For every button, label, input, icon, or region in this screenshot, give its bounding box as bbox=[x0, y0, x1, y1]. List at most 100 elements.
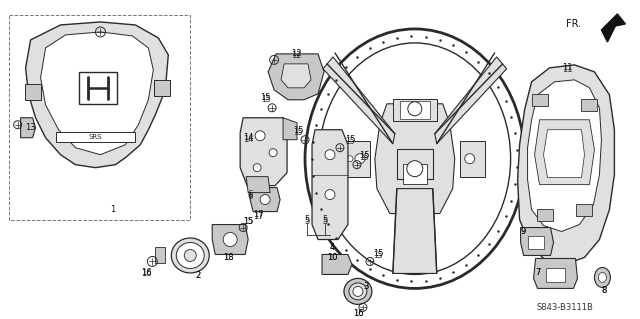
Text: 16: 16 bbox=[353, 309, 364, 318]
Ellipse shape bbox=[325, 150, 335, 160]
Ellipse shape bbox=[407, 161, 423, 177]
Text: 18: 18 bbox=[223, 253, 234, 262]
Text: 15: 15 bbox=[358, 151, 369, 160]
Polygon shape bbox=[534, 120, 595, 185]
Ellipse shape bbox=[408, 102, 422, 116]
Polygon shape bbox=[602, 14, 625, 42]
Text: 15: 15 bbox=[292, 126, 303, 135]
Text: 17: 17 bbox=[253, 212, 264, 221]
Polygon shape bbox=[602, 14, 625, 42]
Text: 14: 14 bbox=[243, 133, 253, 142]
Polygon shape bbox=[577, 204, 593, 216]
Ellipse shape bbox=[176, 242, 204, 269]
Text: 3: 3 bbox=[364, 282, 369, 291]
Polygon shape bbox=[250, 188, 280, 211]
Ellipse shape bbox=[355, 154, 365, 164]
Polygon shape bbox=[435, 57, 507, 144]
Text: 4: 4 bbox=[330, 243, 335, 252]
Text: 15: 15 bbox=[260, 93, 270, 102]
Polygon shape bbox=[393, 189, 436, 273]
Polygon shape bbox=[212, 225, 248, 255]
Bar bbox=[545, 269, 566, 282]
Text: 18: 18 bbox=[223, 253, 234, 262]
Text: 5: 5 bbox=[323, 215, 328, 224]
Text: 17: 17 bbox=[253, 210, 264, 219]
Polygon shape bbox=[322, 255, 352, 274]
Polygon shape bbox=[536, 209, 552, 220]
Polygon shape bbox=[240, 118, 287, 186]
Text: 7: 7 bbox=[535, 268, 540, 277]
Text: 15: 15 bbox=[372, 249, 383, 258]
Polygon shape bbox=[283, 118, 297, 140]
Ellipse shape bbox=[344, 278, 372, 304]
Text: 6: 6 bbox=[248, 192, 253, 201]
Text: 15: 15 bbox=[373, 251, 383, 260]
Polygon shape bbox=[20, 118, 36, 138]
Polygon shape bbox=[527, 80, 602, 232]
Text: 11: 11 bbox=[563, 63, 573, 72]
Text: 7: 7 bbox=[535, 268, 540, 277]
Text: 1: 1 bbox=[110, 205, 115, 214]
Text: 15: 15 bbox=[345, 135, 355, 144]
Text: 2: 2 bbox=[196, 271, 201, 280]
Polygon shape bbox=[532, 94, 548, 106]
Ellipse shape bbox=[260, 195, 270, 204]
Text: 5: 5 bbox=[305, 217, 310, 226]
Polygon shape bbox=[154, 80, 170, 96]
Polygon shape bbox=[281, 64, 311, 88]
Text: SRS: SRS bbox=[89, 134, 102, 140]
Polygon shape bbox=[156, 248, 165, 263]
Ellipse shape bbox=[598, 272, 607, 282]
Bar bbox=[79, 72, 117, 104]
Polygon shape bbox=[40, 32, 154, 155]
Text: 15: 15 bbox=[293, 128, 303, 137]
Text: 15: 15 bbox=[243, 217, 253, 226]
Ellipse shape bbox=[465, 154, 475, 164]
Polygon shape bbox=[543, 130, 584, 178]
Text: 15: 15 bbox=[243, 217, 253, 226]
Polygon shape bbox=[246, 177, 270, 193]
Text: 12: 12 bbox=[291, 49, 301, 58]
Text: 9: 9 bbox=[521, 227, 526, 236]
Text: 5: 5 bbox=[323, 217, 328, 226]
Text: 8: 8 bbox=[602, 286, 607, 295]
Text: S843-B3111B: S843-B3111B bbox=[536, 303, 593, 312]
Text: 6: 6 bbox=[248, 190, 253, 199]
Bar bbox=[56, 132, 136, 142]
Bar bbox=[403, 164, 427, 184]
Text: 2: 2 bbox=[196, 271, 201, 280]
Text: 16: 16 bbox=[141, 268, 152, 277]
Ellipse shape bbox=[269, 149, 277, 157]
Text: 10: 10 bbox=[327, 253, 337, 262]
Ellipse shape bbox=[347, 156, 353, 162]
Ellipse shape bbox=[595, 267, 611, 287]
Text: 13: 13 bbox=[25, 123, 36, 132]
Polygon shape bbox=[520, 227, 554, 256]
Ellipse shape bbox=[223, 233, 237, 247]
Ellipse shape bbox=[349, 283, 367, 300]
Text: 8: 8 bbox=[602, 286, 607, 295]
Text: 14: 14 bbox=[243, 135, 253, 144]
Polygon shape bbox=[312, 130, 348, 240]
Bar bbox=[393, 99, 436, 121]
Text: 15: 15 bbox=[345, 137, 355, 146]
Text: 3: 3 bbox=[364, 282, 369, 291]
Ellipse shape bbox=[253, 164, 261, 172]
Bar bbox=[397, 149, 433, 179]
Ellipse shape bbox=[172, 238, 209, 273]
Text: 15: 15 bbox=[261, 95, 271, 104]
Polygon shape bbox=[24, 84, 40, 100]
Text: 16: 16 bbox=[141, 269, 152, 278]
Polygon shape bbox=[345, 141, 370, 177]
Text: FR.: FR. bbox=[566, 19, 582, 29]
Text: 11: 11 bbox=[563, 65, 573, 74]
Polygon shape bbox=[268, 54, 324, 100]
Polygon shape bbox=[323, 57, 395, 144]
Polygon shape bbox=[375, 104, 455, 213]
Text: 16: 16 bbox=[353, 309, 364, 318]
Ellipse shape bbox=[325, 189, 335, 200]
Bar bbox=[400, 101, 430, 119]
Bar bbox=[527, 235, 543, 249]
Text: 10: 10 bbox=[327, 253, 337, 262]
Polygon shape bbox=[460, 141, 484, 177]
